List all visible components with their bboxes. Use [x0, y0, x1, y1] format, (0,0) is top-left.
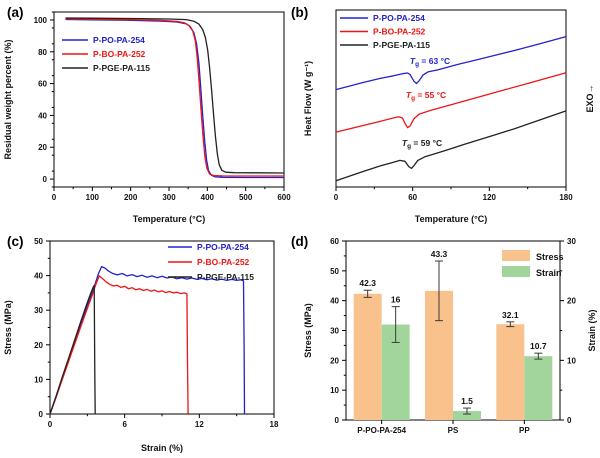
svg-text:10.7: 10.7	[530, 341, 547, 351]
svg-text:80: 80	[38, 48, 47, 57]
svg-text:P-PO-PA-254: P-PO-PA-254	[373, 13, 425, 23]
svg-text:120: 120	[483, 193, 497, 202]
svg-text:0: 0	[567, 416, 572, 425]
svg-text:20: 20	[34, 341, 43, 350]
svg-text:50: 50	[330, 267, 339, 276]
svg-text:P-PO-PA-254: P-PO-PA-254	[93, 35, 145, 45]
svg-text:200: 200	[124, 193, 138, 202]
svg-text:6: 6	[122, 420, 127, 429]
svg-text:16: 16	[391, 295, 401, 305]
svg-text:Stress: Stress	[536, 252, 564, 262]
svg-text:PP: PP	[519, 426, 530, 435]
svg-text:18: 18	[270, 420, 279, 429]
svg-text:600: 600	[277, 193, 291, 202]
svg-text:42.3: 42.3	[359, 278, 376, 288]
svg-text:0: 0	[39, 410, 44, 419]
svg-text:Temperature (°C): Temperature (°C)	[133, 214, 205, 224]
panel-d-bar-chart: 0 10 20 30 40 50 60 0 10 20 30 Strain (%) Stress (MP…	[303, 237, 597, 435]
svg-text:0: 0	[52, 193, 57, 202]
panel-c-stress-strain-chart: 0 6 12 18 0 10 20 30 40 50 Strain (%) Stress (MPa) P…	[3, 237, 279, 453]
svg-text:10: 10	[567, 356, 576, 365]
svg-text:P-BO-PA-252: P-BO-PA-252	[93, 49, 146, 59]
svg-text:12: 12	[195, 420, 204, 429]
svg-text:EXO→: EXO→	[585, 84, 595, 112]
svg-text:Tg = 55 °C: Tg = 55 °C	[406, 90, 446, 102]
svg-text:20: 20	[38, 143, 47, 152]
panel-b-label: (b)	[291, 5, 309, 20]
svg-text:P-PGE-PA-115: P-PGE-PA-115	[93, 63, 150, 73]
svg-text:43.3: 43.3	[431, 249, 448, 259]
svg-text:PS: PS	[448, 426, 459, 435]
panel-a-label: (a)	[7, 5, 24, 20]
svg-text:40: 40	[38, 111, 47, 120]
svg-text:500: 500	[239, 193, 253, 202]
panel-d-label: (d)	[291, 234, 309, 249]
svg-text:30: 30	[567, 237, 576, 246]
svg-text:Strain (%): Strain (%)	[587, 309, 597, 351]
svg-text:10: 10	[34, 375, 43, 384]
svg-text:32.1: 32.1	[502, 310, 519, 320]
svg-text:60: 60	[330, 237, 339, 246]
svg-text:60: 60	[38, 80, 47, 89]
svg-text:30: 30	[34, 306, 43, 315]
svg-text:P-BO-PA-252: P-BO-PA-252	[197, 257, 250, 267]
svg-text:Tg = 59 °C: Tg = 59 °C	[402, 138, 442, 150]
svg-text:1.5: 1.5	[461, 396, 473, 406]
svg-text:P-BO-PA-252: P-BO-PA-252	[373, 27, 426, 37]
svg-text:50: 50	[34, 237, 43, 246]
svg-text:180: 180	[559, 193, 573, 202]
svg-text:100: 100	[86, 193, 100, 202]
svg-text:Strain: Strain	[536, 268, 562, 278]
svg-text:20: 20	[567, 297, 576, 306]
svg-text:10: 10	[330, 386, 339, 395]
panel-b-dsc-chart: 0 60 120 180 Temperature (°C) Heat Flow (W g⁻…	[303, 9, 595, 224]
svg-text:0: 0	[48, 420, 53, 429]
svg-text:Stress (MPa): Stress (MPa)	[303, 303, 313, 358]
svg-text:30: 30	[330, 327, 339, 336]
svg-text:Temperature (°C): Temperature (°C)	[415, 214, 487, 224]
svg-text:P-PO-PA-254: P-PO-PA-254	[357, 426, 406, 435]
svg-text:Tg = 63 °C: Tg = 63 °C	[410, 56, 450, 68]
svg-text:Heat Flow (W g⁻¹): Heat Flow (W g⁻¹)	[303, 61, 313, 136]
svg-text:P-PO-PA-254: P-PO-PA-254	[197, 242, 249, 252]
svg-text:0: 0	[43, 175, 48, 184]
svg-text:60: 60	[408, 193, 417, 202]
svg-text:300: 300	[162, 193, 176, 202]
svg-text:Stress (MPa): Stress (MPa)	[3, 300, 13, 355]
svg-text:P-PGE-PA-115: P-PGE-PA-115	[373, 40, 430, 50]
panel-a-tga-chart: 0 100 200 300 400 500 600 0 20 40 60 80 100 Temperatu…	[3, 11, 291, 224]
svg-text:20: 20	[330, 356, 339, 365]
svg-text:Strain (%): Strain (%)	[141, 443, 183, 453]
svg-text:40: 40	[330, 297, 339, 306]
svg-text:40: 40	[34, 272, 43, 281]
panel-c-label: (c)	[7, 234, 24, 249]
svg-text:P-PGE-PA-115: P-PGE-PA-115	[197, 272, 254, 282]
svg-text:Residual weight percent (%): Residual weight percent (%)	[3, 39, 13, 159]
svg-text:400: 400	[201, 193, 215, 202]
svg-text:0: 0	[334, 193, 339, 202]
svg-text:100: 100	[34, 16, 48, 25]
svg-text:0: 0	[335, 416, 340, 425]
